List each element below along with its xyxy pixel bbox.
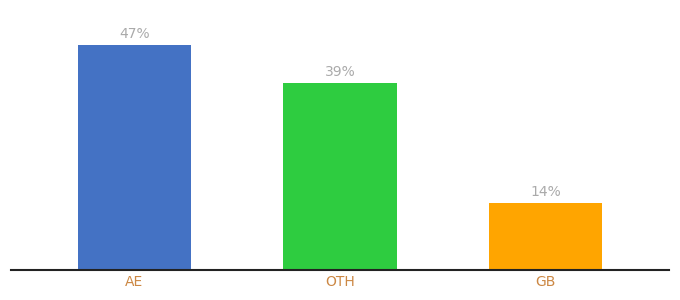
Text: 14%: 14%	[530, 185, 561, 199]
Text: 39%: 39%	[324, 65, 356, 79]
Bar	[489, 203, 602, 270]
Bar	[78, 45, 191, 270]
Text: 47%: 47%	[119, 27, 150, 41]
Bar	[284, 83, 396, 270]
